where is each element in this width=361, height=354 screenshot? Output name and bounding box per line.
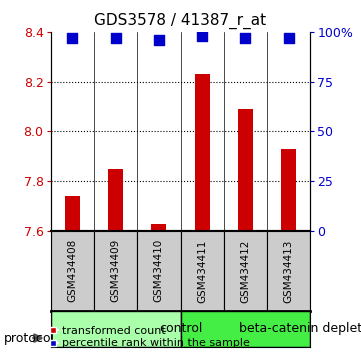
Text: GSM434410: GSM434410 bbox=[154, 239, 164, 303]
Text: GSM434411: GSM434411 bbox=[197, 239, 207, 303]
Text: GSM434412: GSM434412 bbox=[240, 239, 251, 303]
Point bbox=[69, 35, 75, 41]
Point bbox=[156, 37, 162, 43]
Title: GDS3578 / 41387_r_at: GDS3578 / 41387_r_at bbox=[95, 13, 266, 29]
Point bbox=[199, 33, 205, 39]
Text: GSM434413: GSM434413 bbox=[284, 239, 294, 303]
Text: control: control bbox=[159, 322, 202, 335]
Legend: transformed count, percentile rank within the sample: transformed count, percentile rank withi… bbox=[49, 326, 250, 348]
Bar bbox=[224, 231, 267, 311]
Bar bbox=[281, 149, 296, 231]
Point bbox=[243, 35, 248, 41]
Text: beta-catenin depletion: beta-catenin depletion bbox=[239, 322, 361, 335]
Point bbox=[286, 35, 292, 41]
Bar bbox=[65, 196, 80, 231]
Point bbox=[113, 35, 118, 41]
Bar bbox=[108, 169, 123, 231]
Bar bbox=[151, 224, 166, 231]
Text: GSM434409: GSM434409 bbox=[110, 239, 121, 303]
Text: protocol: protocol bbox=[4, 332, 55, 344]
Bar bbox=[137, 231, 180, 311]
Bar bbox=[51, 311, 180, 347]
Bar bbox=[238, 109, 253, 231]
Text: GSM434408: GSM434408 bbox=[67, 239, 77, 303]
Bar bbox=[267, 231, 310, 311]
Bar bbox=[51, 231, 94, 311]
Bar bbox=[195, 74, 210, 231]
Bar bbox=[180, 311, 310, 347]
Bar bbox=[94, 231, 137, 311]
Bar bbox=[180, 231, 224, 311]
